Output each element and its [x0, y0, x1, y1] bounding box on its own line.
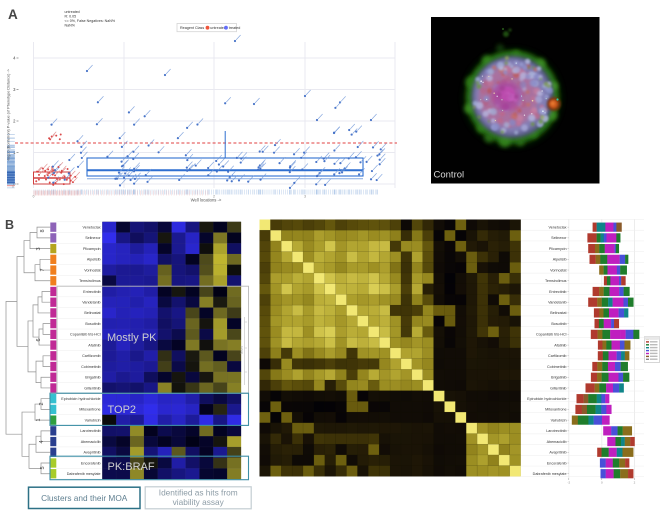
svg-text:Afatinib: Afatinib [554, 343, 566, 347]
svg-text:Score: Score [239, 346, 243, 355]
svg-text:0: 0 [601, 481, 603, 485]
svg-text:Entrectinib: Entrectinib [83, 290, 100, 294]
svg-text:A: A [8, 7, 18, 22]
svg-text:Gilteritinib: Gilteritinib [84, 386, 100, 390]
svg-text:Reagent Class: Reagent Class [180, 26, 204, 30]
svg-text:B: B [5, 218, 14, 232]
svg-text:-log10 (Bonferroni) P-value (o: -log10 (Bonferroni) P-value (of Phenotyp… [7, 68, 11, 161]
svg-text:Identified as hits from: Identified as hits from [159, 488, 238, 498]
svg-text:3: 3 [13, 87, 16, 92]
svg-text:Mitoxantrone: Mitoxantrone [545, 408, 566, 412]
svg-text:-2: -2 [567, 481, 570, 485]
svg-text:Control: Control [434, 170, 465, 181]
svg-text:Gilteritinib: Gilteritinib [550, 386, 566, 390]
svg-text:Belinostat: Belinostat [550, 311, 566, 315]
svg-text:<= 0%, False Negatives: NaN%: <= 0%, False Negatives: NaN% [65, 19, 116, 23]
svg-text:6: 6 [36, 338, 42, 341]
svg-text:Vorinostat: Vorinostat [550, 268, 566, 272]
svg-text:Well locations ->: Well locations -> [191, 198, 222, 203]
svg-text:Vandetanib: Vandetanib [82, 301, 100, 305]
svg-text:Plicamycin: Plicamycin [83, 247, 101, 251]
svg-text:viability assay: viability assay [173, 497, 225, 507]
svg-text:2: 2 [39, 402, 45, 405]
svg-text:Temsirolimus: Temsirolimus [79, 279, 101, 283]
svg-text:4: 4 [39, 440, 45, 443]
svg-text:Alpelisib: Alpelisib [553, 258, 567, 262]
svg-text:7: 7 [40, 268, 46, 271]
svg-text:Copanlisib tris-HCl: Copanlisib tris-HCl [536, 333, 567, 337]
svg-text:R: 0.05: R: 0.05 [65, 15, 77, 19]
svg-text:3: 3 [304, 195, 306, 199]
svg-text:Cobimetinib: Cobimetinib [81, 365, 100, 369]
svg-text:Avapritinib: Avapritinib [83, 451, 100, 455]
svg-text:Selinexor: Selinexor [85, 236, 101, 240]
svg-text:Larotrectinib: Larotrectinib [80, 429, 100, 433]
svg-text:Dabrafenib mesylate: Dabrafenib mesylate [533, 472, 567, 476]
svg-text:Mostly PK: Mostly PK [107, 332, 157, 344]
svg-text:Cobimetinib: Cobimetinib [547, 365, 566, 369]
svg-text:Afatinib: Afatinib [88, 343, 100, 347]
svg-text:0: 0 [12, 185, 14, 189]
svg-text:Larotrectinib: Larotrectinib [546, 429, 566, 433]
svg-text:Encorafenib: Encorafenib [547, 461, 567, 465]
svg-text:Clusters and their MOA: Clusters and their MOA [41, 493, 128, 503]
svg-text:Abemaciclib: Abemaciclib [81, 440, 101, 444]
svg-text:Alpelisib: Alpelisib [87, 258, 101, 262]
svg-text:Epirubicin hydrochloride: Epirubicin hydrochloride [61, 397, 100, 401]
svg-text:2: 2 [213, 195, 215, 199]
svg-text:Carfilzomib: Carfilzomib [82, 354, 100, 358]
svg-text:2: 2 [13, 119, 16, 124]
svg-text:3: 3 [36, 247, 42, 250]
svg-text:5: 5 [40, 466, 46, 469]
svg-text:Brigatinib: Brigatinib [85, 376, 100, 380]
svg-text:PK:BRAF: PK:BRAF [108, 461, 155, 473]
svg-text:4: 4 [13, 56, 16, 61]
svg-text:Vandetanib: Vandetanib [548, 301, 566, 305]
svg-text:Vorinostat: Vorinostat [84, 268, 100, 272]
svg-text:Dabrafenib mesylate: Dabrafenib mesylate [67, 472, 101, 476]
svg-text:Plicamycin: Plicamycin [549, 247, 567, 251]
svg-text:Bosutinib: Bosutinib [85, 322, 100, 326]
svg-text:Mitoxantrone: Mitoxantrone [79, 408, 100, 412]
svg-text:Bosutinib: Bosutinib [551, 322, 566, 326]
svg-text:Selinexor: Selinexor [551, 236, 567, 240]
svg-text:TOP2: TOP2 [108, 404, 137, 416]
svg-text:Valrubicin: Valrubicin [551, 418, 567, 422]
svg-text:treated: treated [229, 26, 240, 30]
svg-text:Abemaciclib: Abemaciclib [547, 440, 567, 444]
svg-text:Brigatinib: Brigatinib [551, 376, 566, 380]
svg-text:Epirubicin hydrochloride: Epirubicin hydrochloride [527, 397, 566, 401]
svg-text:Entrectinib: Entrectinib [549, 290, 566, 294]
svg-text:0: 0 [33, 195, 35, 199]
svg-text:Valrubicin: Valrubicin [85, 418, 101, 422]
svg-text:2: 2 [634, 481, 636, 485]
svg-text:Belinostat: Belinostat [84, 311, 100, 315]
svg-text:Encorafenib: Encorafenib [81, 461, 101, 465]
svg-text:NaN%: NaN% [65, 24, 76, 28]
svg-text:Copanlisib tris-HCl: Copanlisib tris-HCl [70, 333, 101, 337]
svg-text:Temsirolimus: Temsirolimus [545, 279, 567, 283]
svg-text:Avapritinib: Avapritinib [549, 451, 566, 455]
svg-text:untreated: untreated [65, 10, 80, 14]
svg-text:1: 1 [36, 418, 42, 421]
svg-text:Venetoclax: Venetoclax [548, 225, 566, 229]
svg-text:Venetoclax: Venetoclax [83, 225, 101, 229]
svg-text:Carfilzomib: Carfilzomib [548, 354, 566, 358]
svg-text:8: 8 [40, 229, 46, 232]
svg-text:untreated: untreated [210, 26, 226, 30]
